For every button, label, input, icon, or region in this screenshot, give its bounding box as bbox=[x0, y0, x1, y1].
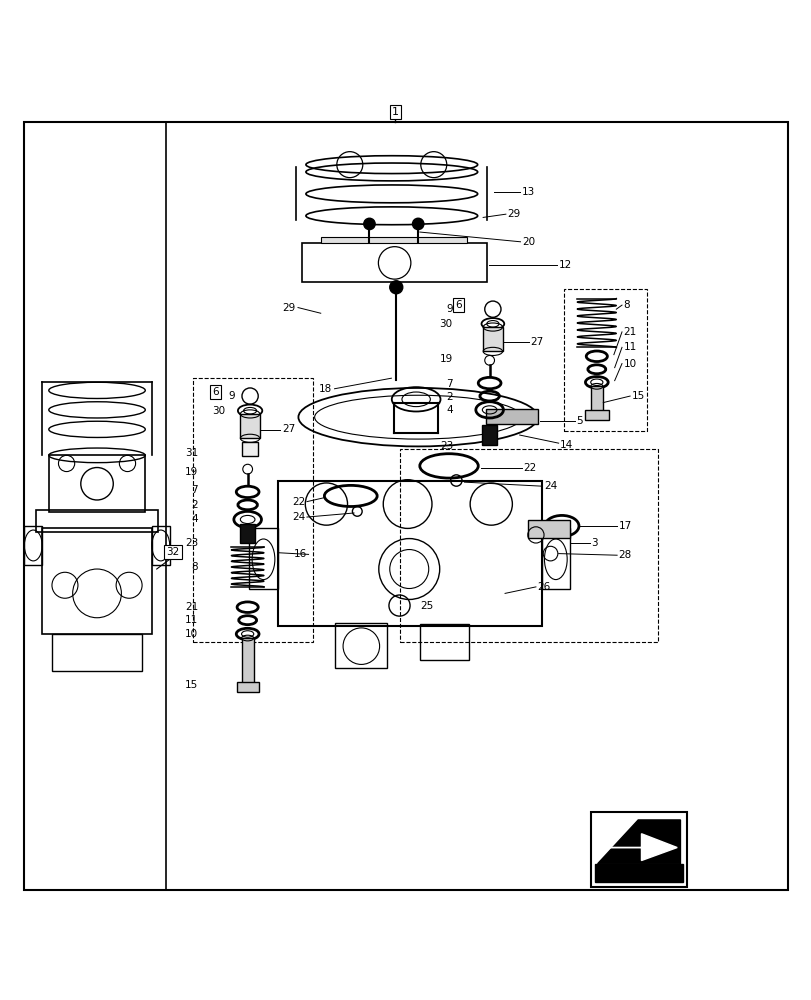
Text: 6: 6 bbox=[212, 387, 218, 397]
Text: 2: 2 bbox=[446, 392, 453, 402]
Bar bbox=[590, 812, 686, 887]
Text: 29: 29 bbox=[282, 303, 295, 313]
Bar bbox=[237, 682, 259, 692]
Text: 9: 9 bbox=[229, 391, 235, 401]
Bar bbox=[24, 526, 42, 565]
Bar bbox=[242, 638, 254, 685]
Text: 10: 10 bbox=[623, 359, 636, 369]
Text: 22: 22 bbox=[523, 463, 536, 473]
Text: 11: 11 bbox=[185, 615, 198, 625]
Text: 2: 2 bbox=[191, 500, 198, 510]
Text: 14: 14 bbox=[560, 440, 573, 450]
Text: 13: 13 bbox=[521, 187, 534, 197]
Bar bbox=[482, 425, 496, 445]
Text: 15: 15 bbox=[631, 391, 644, 401]
Bar bbox=[49, 455, 145, 512]
Text: 17: 17 bbox=[618, 521, 631, 531]
Text: 21: 21 bbox=[185, 602, 198, 612]
Bar bbox=[240, 524, 255, 543]
Bar bbox=[249, 528, 277, 589]
Bar bbox=[242, 442, 258, 456]
Text: 4: 4 bbox=[191, 514, 198, 524]
Text: 20: 20 bbox=[521, 237, 534, 247]
Text: 32: 32 bbox=[166, 547, 179, 557]
Text: 31: 31 bbox=[185, 448, 198, 458]
Polygon shape bbox=[597, 820, 680, 864]
Bar bbox=[193, 378, 313, 642]
Bar bbox=[485, 409, 538, 424]
Bar bbox=[564, 289, 646, 431]
Text: 15: 15 bbox=[185, 680, 198, 690]
Bar bbox=[240, 414, 260, 438]
Text: 23: 23 bbox=[440, 441, 453, 451]
Text: 5: 5 bbox=[576, 416, 582, 426]
Text: 7: 7 bbox=[446, 379, 453, 389]
Text: 4: 4 bbox=[446, 405, 453, 415]
Text: 8: 8 bbox=[623, 300, 629, 310]
Bar bbox=[527, 520, 569, 538]
Circle shape bbox=[363, 218, 375, 230]
Bar bbox=[42, 528, 152, 634]
Text: 30: 30 bbox=[212, 406, 225, 416]
Bar bbox=[585, 410, 608, 420]
Text: 3: 3 bbox=[590, 538, 597, 548]
Text: 11: 11 bbox=[623, 342, 636, 352]
Bar bbox=[541, 528, 569, 589]
Bar bbox=[590, 386, 603, 412]
Polygon shape bbox=[603, 834, 676, 861]
Text: 19: 19 bbox=[440, 354, 453, 364]
Text: 30: 30 bbox=[439, 319, 452, 329]
Text: 21: 21 bbox=[623, 327, 636, 337]
Bar bbox=[302, 243, 487, 282]
Text: 27: 27 bbox=[281, 424, 294, 434]
Text: 18: 18 bbox=[319, 384, 332, 394]
Bar bbox=[334, 623, 387, 668]
Text: 25: 25 bbox=[420, 601, 433, 611]
Text: 10: 10 bbox=[185, 629, 198, 639]
Polygon shape bbox=[594, 864, 682, 882]
Text: 23: 23 bbox=[185, 538, 198, 548]
Bar bbox=[36, 510, 158, 532]
Text: 29: 29 bbox=[507, 209, 520, 219]
Text: 8: 8 bbox=[191, 562, 198, 572]
Text: 28: 28 bbox=[618, 550, 631, 560]
Text: 22: 22 bbox=[292, 497, 305, 507]
Bar bbox=[399, 449, 657, 642]
Bar bbox=[277, 481, 541, 626]
Text: 6: 6 bbox=[455, 300, 461, 310]
Bar bbox=[419, 624, 468, 660]
Text: 1: 1 bbox=[392, 107, 398, 117]
Bar bbox=[320, 237, 466, 243]
Circle shape bbox=[412, 218, 423, 230]
Text: 27: 27 bbox=[530, 337, 543, 347]
Text: 26: 26 bbox=[537, 582, 550, 592]
Text: 19: 19 bbox=[185, 467, 198, 477]
Text: 24: 24 bbox=[292, 512, 305, 522]
Text: 16: 16 bbox=[294, 549, 307, 559]
Bar bbox=[52, 634, 142, 671]
Text: 9: 9 bbox=[446, 304, 453, 314]
Text: 7: 7 bbox=[191, 485, 198, 495]
Text: 24: 24 bbox=[543, 481, 556, 491]
Bar bbox=[483, 327, 502, 351]
Text: 12: 12 bbox=[558, 260, 571, 270]
Circle shape bbox=[389, 281, 402, 294]
Bar bbox=[152, 526, 169, 565]
